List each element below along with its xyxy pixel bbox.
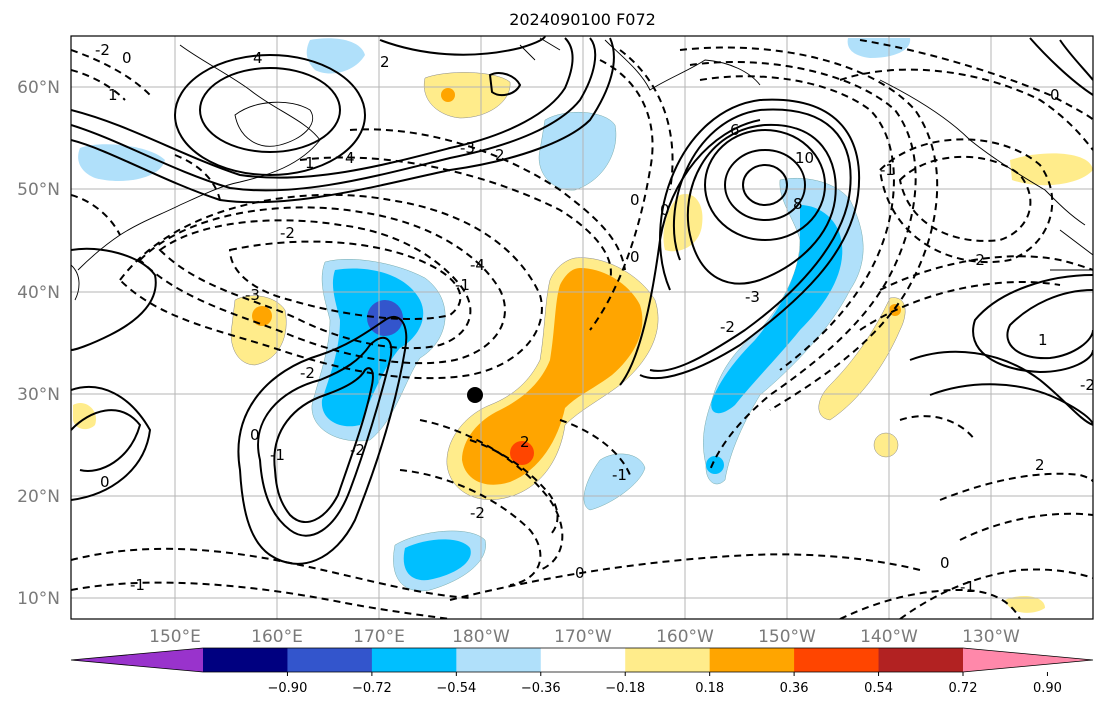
contour-label: -1 — [130, 576, 145, 594]
contour-label: -2 — [280, 224, 295, 242]
contour-label: 0 — [250, 426, 260, 444]
colorbar-tick-label: −0.90 — [268, 681, 308, 696]
contour-label: 6 — [730, 121, 740, 139]
contour-label: 0 — [630, 248, 640, 266]
contour-label: -2 — [95, 41, 110, 59]
contour-label: 10 — [795, 149, 814, 167]
contour-label: -1 — [455, 276, 470, 294]
colorbar-segment — [456, 648, 542, 672]
location-marker — [467, 387, 483, 403]
lat-label: 10°N — [17, 589, 60, 609]
contour-label: -2 — [470, 504, 485, 522]
colorbar-extend-high — [963, 648, 1093, 672]
colorbar: −0.90 −0.72 −0.54 −0.36 −0.18 0.18 0.36 0.54 0.7… — [70, 647, 1094, 696]
contour-label: -2 — [720, 318, 735, 336]
lon-label: 180°W — [452, 627, 510, 647]
contour-label: -2 — [350, 441, 365, 459]
contour-label: 1 — [1038, 331, 1048, 349]
colorbar-extend-low — [71, 648, 203, 672]
contour-label: 4 — [253, 49, 263, 67]
contour-label: 1 — [305, 154, 315, 172]
contour-label: 2 — [520, 433, 530, 451]
lon-label: 160°W — [656, 627, 714, 647]
colorbar-segment — [203, 648, 288, 672]
colorbar-segment — [287, 648, 373, 672]
colorbar-tick-label: −0.36 — [521, 681, 561, 696]
contour-label: 0 — [660, 201, 670, 219]
contour-label: 0 — [122, 49, 132, 67]
colorbar-tick-label: 0.36 — [780, 681, 809, 696]
colorbar-tick-label: 0.90 — [1033, 681, 1062, 696]
contour-label: 8 — [793, 195, 803, 213]
colorbar-segment — [878, 648, 964, 672]
contour-label: -2 — [300, 364, 315, 382]
lat-label: 20°N — [17, 487, 60, 507]
colorbar-tick-label: 0.72 — [949, 681, 978, 696]
lat-label: 60°N — [17, 78, 60, 98]
colorbar-segment — [794, 648, 880, 672]
contour-label: -2 — [970, 251, 985, 269]
contour-label: -1 — [960, 578, 975, 596]
contour-label: 0 — [575, 564, 585, 582]
lon-label: 140°W — [860, 627, 918, 647]
contour-label: 1 — [108, 86, 118, 104]
colorbar-segments — [70, 647, 1094, 673]
contour-label: -3 — [460, 139, 475, 157]
lat-label: 40°N — [17, 283, 60, 303]
lon-label: 160°E — [251, 627, 303, 647]
lon-label: 150°W — [758, 627, 816, 647]
lon-label: 130°W — [962, 627, 1020, 647]
colorbar-tick-label: 0.18 — [695, 681, 724, 696]
contour-label: 4 — [345, 149, 355, 167]
colorbar-segment — [625, 648, 711, 672]
colorbar-tick-label: 0.54 — [864, 681, 893, 696]
colorbar-outline — [70, 647, 1094, 673]
contour-label: -3 — [245, 286, 260, 304]
latitude-labels: 60°N 50°N 40°N 30°N 20°N 10°N — [17, 78, 60, 609]
map-frame — [70, 35, 1094, 620]
lat-label: 50°N — [17, 180, 60, 200]
contour-label: 2 — [495, 146, 505, 164]
contour-label: 0 — [940, 554, 950, 572]
contour-label: -3 — [745, 288, 760, 306]
lon-label: 170°E — [353, 627, 405, 647]
lat-label: 30°N — [17, 385, 60, 405]
colorbar-tick-label: −0.18 — [605, 681, 645, 696]
contour-label: 0 — [1050, 86, 1060, 104]
contour-label: -4 — [470, 256, 485, 274]
contour-label: -1 — [612, 466, 627, 484]
map-title: 2024090100 F072 — [509, 10, 656, 29]
dashed-contours — [71, 39, 1093, 619]
solid-contours — [71, 36, 1093, 565]
colorbar-tick-labels: −0.90 −0.72 −0.54 −0.36 −0.18 0.18 0.36 0.54 0.7… — [268, 672, 1062, 696]
contour-label: 2 — [1035, 456, 1045, 474]
contour-label: 2 — [380, 53, 390, 71]
contour-label: -1 — [270, 446, 285, 464]
gridlines — [71, 36, 1093, 619]
lon-label: 170°W — [554, 627, 612, 647]
longitude-labels: 150°E 160°E 170°E 180°W 170°W 160°W 150°… — [149, 627, 1020, 647]
contour-label: 0 — [100, 473, 110, 491]
colorbar-segment — [709, 648, 795, 672]
contour-label: -1 — [880, 161, 895, 179]
colorbar-tick-label: −0.72 — [352, 681, 392, 696]
colorbar-tick-label: −0.54 — [436, 681, 476, 696]
contour-label: -2 — [1080, 376, 1095, 394]
colorbar-segment — [371, 648, 457, 672]
shaded-field — [73, 38, 1093, 613]
contour-label: 0 — [630, 191, 640, 209]
lon-label: 150°E — [149, 627, 201, 647]
colorbar-segment — [540, 648, 626, 672]
